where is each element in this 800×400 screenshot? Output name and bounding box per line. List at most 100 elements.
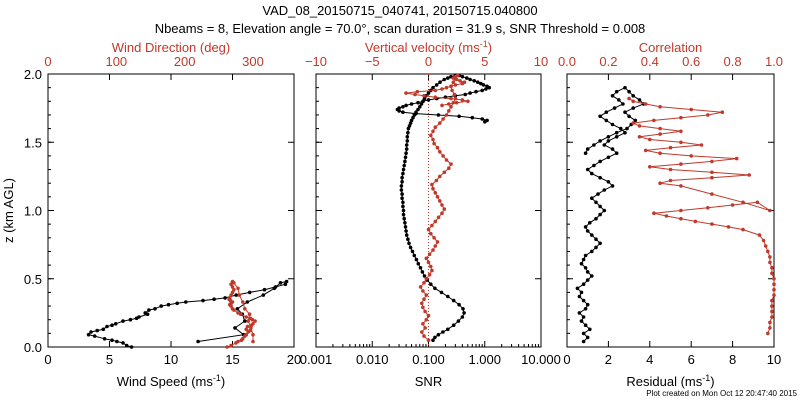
residual-data-point <box>610 147 615 151</box>
correlation-data-point <box>770 304 774 308</box>
snr-data-point <box>436 332 441 337</box>
correlation-data-point <box>770 271 774 276</box>
correlation-data-point <box>772 287 776 292</box>
correlation-data-point <box>710 159 714 164</box>
vertical-velocity-data-point <box>435 145 440 150</box>
correlation-data-point <box>757 233 762 237</box>
snr-data-point <box>451 298 456 303</box>
vertical-velocity-data-point <box>433 244 438 248</box>
residual-data-point <box>604 110 609 114</box>
residual-data-point <box>579 319 584 323</box>
correlation-data-point <box>710 170 714 175</box>
vertical-velocity-data-point <box>460 98 465 102</box>
bottom-axis-label: SNR <box>415 374 442 389</box>
top-tick-label: 0.8 <box>724 54 742 69</box>
snr-data-point <box>451 323 456 328</box>
vertical-velocity-data-point <box>421 289 425 293</box>
residual-data-point <box>610 122 615 127</box>
residual-data-point <box>581 339 586 344</box>
bottom-tick-label: 0 <box>563 352 570 367</box>
wind-speed-data-point <box>175 301 179 306</box>
snr-data-point <box>401 110 405 114</box>
wind-speed-data-point <box>196 339 200 344</box>
wind-speed-data-point <box>105 324 109 329</box>
correlation-data-point <box>763 244 768 248</box>
snr-data-point <box>431 338 435 343</box>
wind-speed-data-point <box>110 338 114 343</box>
snr-data-point <box>436 113 441 117</box>
wind-speed-data-point <box>273 285 278 289</box>
snr-data-point <box>460 315 465 319</box>
bottom-tick-label: 6 <box>688 352 695 367</box>
correlation-data-point <box>710 175 714 180</box>
correlation-data-point <box>710 192 714 196</box>
top-tick-label: 5 <box>481 54 488 69</box>
top-tick-label: 0.0 <box>558 54 576 69</box>
vertical-velocity-data-point <box>438 199 442 203</box>
vertical-velocity-data-point <box>404 91 408 95</box>
wind-speed-data-point <box>101 327 106 332</box>
wind-direction-data-point <box>225 345 229 349</box>
vertical-velocity-data-point <box>426 338 431 343</box>
residual-data-point <box>621 102 625 106</box>
snr-data-point <box>403 159 407 164</box>
wind-speed-data-point <box>145 312 150 317</box>
top-axis-label: Vertical velocity (ms-1) <box>365 39 492 55</box>
snr-data-point <box>446 327 450 332</box>
residual-data-point <box>581 331 586 336</box>
residual-data-point <box>581 298 586 303</box>
residual-data-point <box>592 163 596 168</box>
residual-data-point <box>614 135 619 139</box>
wind-speed-data-point <box>201 298 205 303</box>
residual-data-point <box>610 94 615 98</box>
vertical-velocity-data-point <box>444 113 449 117</box>
vertical-velocity-data-point <box>422 281 426 285</box>
correlation-data-point <box>761 238 766 243</box>
vertical-velocity-data-point <box>430 182 434 187</box>
residual-data-point <box>598 139 602 143</box>
wind-speed-data-point <box>121 341 125 345</box>
vertical-velocity-data-point <box>454 100 459 105</box>
correlation-data-point <box>627 96 631 101</box>
residual-data-point <box>590 233 594 237</box>
vertical-velocity-data-point <box>421 305 425 310</box>
top-axis-label: Wind Direction (deg) <box>112 40 231 55</box>
wind-direction-data-point <box>244 315 248 319</box>
vertical-velocity-data-point <box>424 256 429 261</box>
top-tick-label: 1.0 <box>765 54 783 69</box>
residual-data-point <box>623 130 627 135</box>
snr-data-point <box>463 92 468 97</box>
correlation-data-point <box>637 135 642 139</box>
correlation-data-point <box>679 216 683 221</box>
residual-data-point <box>583 266 588 270</box>
residual-data-point <box>604 118 609 123</box>
residual-data-point <box>575 286 580 291</box>
vertical-velocity-data-point <box>447 166 451 170</box>
residual-data-point <box>606 180 611 184</box>
residual-data-point <box>598 212 602 217</box>
snr-data-point <box>446 294 450 299</box>
snr-data-point <box>401 204 405 209</box>
snr-data-point <box>401 167 406 172</box>
residual-data-point <box>606 155 611 160</box>
top-tick-label: 300 <box>242 54 264 69</box>
wind-speed-data-point <box>283 282 288 287</box>
vertical-velocity-data-point <box>423 309 427 314</box>
snr-data-point <box>465 76 469 80</box>
snr-data-point <box>433 335 437 340</box>
snr-data-point <box>399 188 404 192</box>
correlation-data-point <box>679 129 683 134</box>
top-tick-label: 0 <box>44 54 51 69</box>
wind-direction-data-point <box>229 282 233 287</box>
correlation-data-point <box>768 260 772 265</box>
vertical-velocity-data-point <box>415 89 420 94</box>
correlation-data-point <box>637 124 642 128</box>
vertical-velocity-data-point <box>431 186 435 191</box>
residual-data-point <box>583 253 588 258</box>
residual-data-point <box>619 126 623 131</box>
vertical-velocity-data-point <box>453 83 458 87</box>
wind-direction-data-point <box>246 330 250 334</box>
snr-data-point <box>418 266 423 270</box>
correlation-data-point <box>755 200 760 205</box>
vertical-velocity-data-point <box>430 223 434 228</box>
